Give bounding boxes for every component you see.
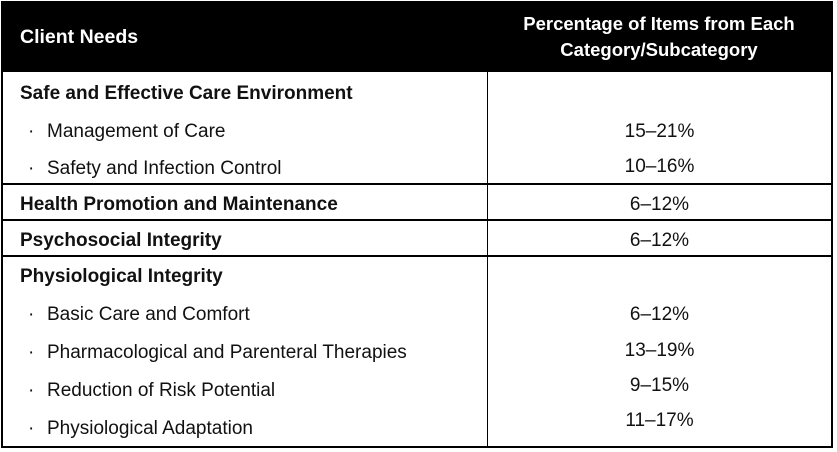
subcategory-label: Basic Care and Comfort	[47, 304, 250, 325]
percent-reduction-of-risk: 9–15%	[629, 375, 690, 396]
percent-health-promotion: 6–12%	[629, 194, 690, 215]
category-safe-effective-care: Safe and Effective Care Environment	[20, 83, 353, 104]
subcategory-basic-care-comfort: · Basic Care and Comfort	[28, 303, 250, 327]
subcategory-label: Physiological Adaptation	[47, 418, 253, 439]
bullet-icon: ·	[28, 304, 35, 325]
header-percentage: Percentage of Items from Each Category/S…	[487, 11, 831, 63]
bullet-icon: ·	[28, 158, 35, 179]
bullet-icon: ·	[28, 418, 35, 439]
bullet-icon: ·	[28, 121, 35, 142]
subcategory-reduction-of-risk: · Reduction of Risk Potential	[28, 379, 276, 403]
column-divider	[487, 3, 488, 446]
row-divider	[3, 183, 831, 185]
row-divider	[3, 255, 831, 257]
header-client-needs: Client Needs	[20, 26, 139, 48]
subcategory-label: Management of Care	[47, 121, 226, 142]
percent-physiological-adaptation: 11–17%	[625, 410, 694, 431]
percent-pharmacological-therapies: 13–19%	[624, 340, 695, 361]
bullet-icon: ·	[28, 342, 35, 363]
category-physiological-integrity: Physiological Integrity	[20, 266, 223, 287]
category-psychosocial-integrity: Psychosocial Integrity	[20, 230, 222, 251]
header-percentage-line2: Category/Subcategory	[560, 39, 758, 60]
bullet-icon: ·	[28, 380, 35, 401]
subcategory-safety-infection-control: · Safety and Infection Control	[28, 157, 282, 181]
subcategory-management-of-care: · Management of Care	[28, 120, 226, 144]
subcategory-physiological-adaptation: · Physiological Adaptation	[28, 417, 253, 441]
category-health-promotion: Health Promotion and Maintenance	[20, 194, 338, 215]
header-percentage-line1: Percentage of Items from Each	[523, 13, 795, 34]
subcategory-label: Reduction of Risk Potential	[47, 380, 276, 401]
percent-psychosocial-integrity: 6–12%	[629, 230, 690, 251]
percent-basic-care-comfort: 6–12%	[629, 304, 690, 325]
percent-safety-infection-control: 10–16%	[624, 156, 695, 177]
subcategory-pharmacological-therapies: · Pharmacological and Parenteral Therapi…	[28, 341, 407, 365]
table-header: Client Needs Percentage of Items from Ea…	[3, 3, 831, 72]
subcategory-label: Pharmacological and Parenteral Therapies	[47, 342, 407, 363]
row-divider	[3, 219, 831, 221]
percent-management-of-care: 15–21%	[624, 121, 695, 142]
subcategory-label: Safety and Infection Control	[47, 158, 282, 179]
